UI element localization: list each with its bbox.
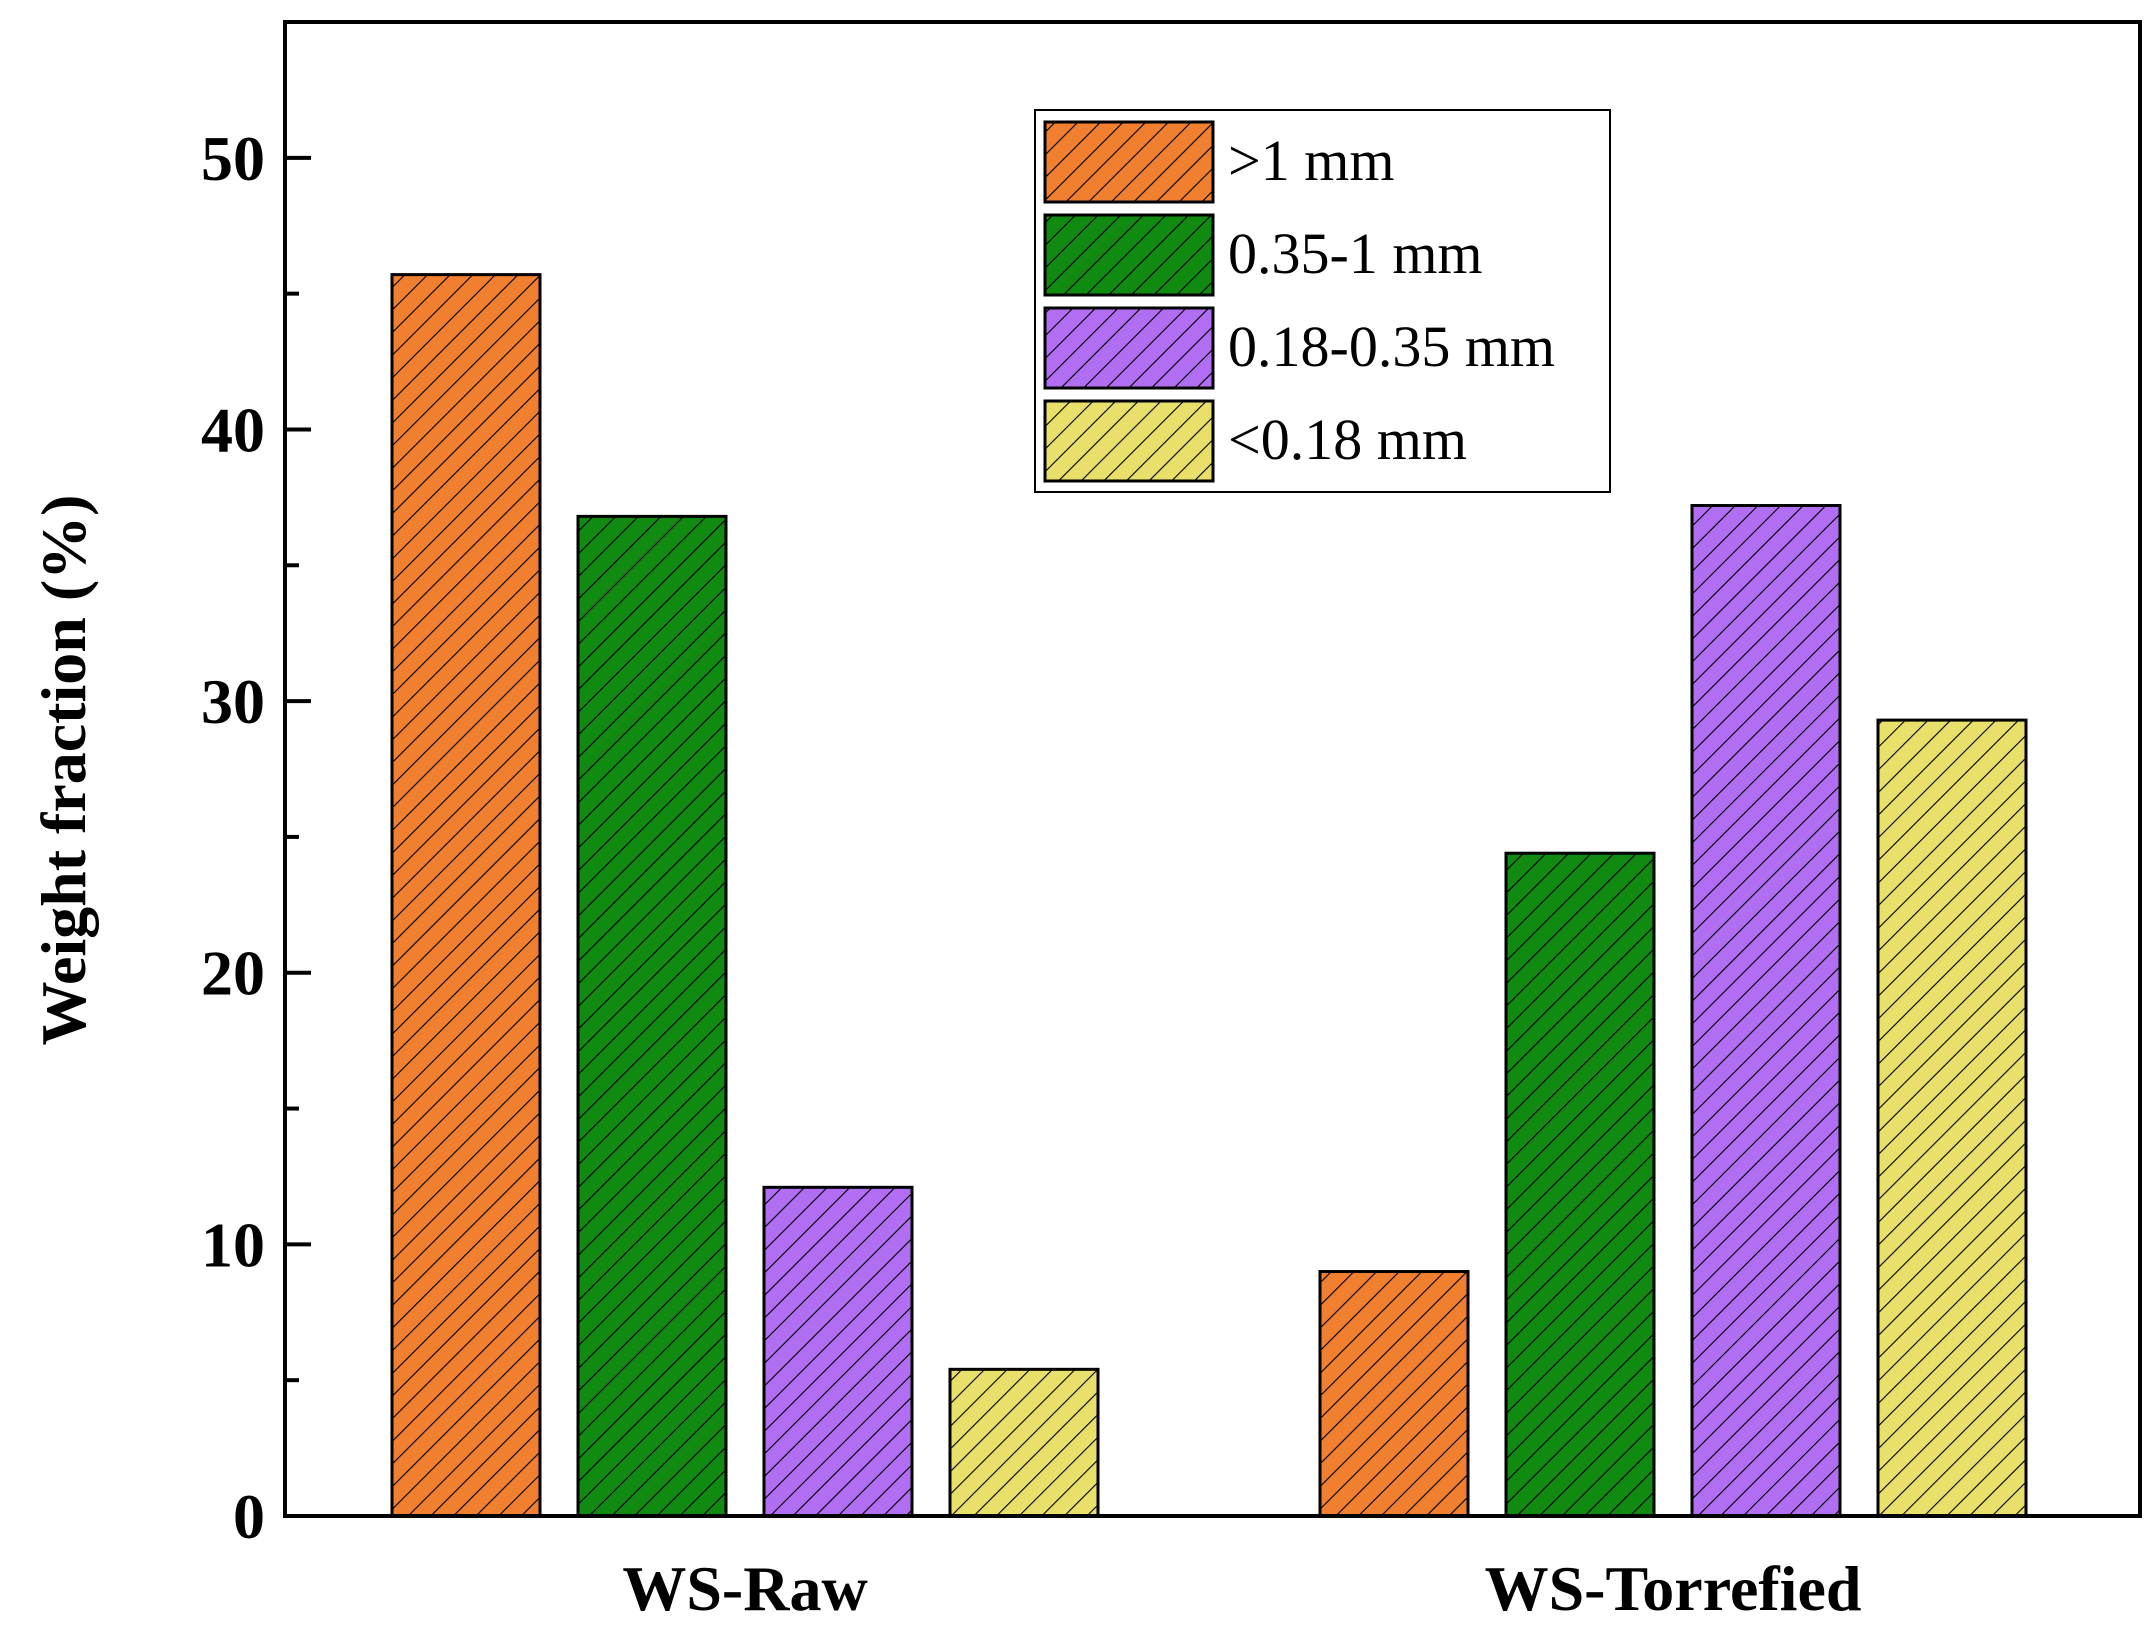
bar-ws-raw-series-1 [576, 514, 728, 1518]
y-tick-label: 20 [201, 938, 265, 1009]
legend-swatch [1043, 399, 1215, 483]
bar-ws-torrefied-series-1 [1504, 851, 1656, 1518]
bar-ws-raw-series-2 [762, 1185, 914, 1518]
axes-group: 0 10 20 30 40 50 WS-Raw WS-Torrefied [201, 20, 2142, 1624]
y-tick-label: 0 [233, 1481, 265, 1552]
x-category-label: WS-Raw [622, 1553, 867, 1624]
legend-label: 0.18-0.35 mm [1228, 314, 1555, 379]
legend-swatch [1043, 213, 1215, 297]
bar-ws-torrefied-series-0 [1318, 1270, 1470, 1518]
y-tick-label: 10 [201, 1209, 265, 1280]
y-axis-title: Weight fraction (%) [28, 495, 99, 1046]
bar-ws-torrefied-series-3 [1876, 718, 2028, 1518]
bar-ws-torrefied-series-2 [1690, 504, 1842, 1518]
legend-swatch [1043, 120, 1215, 204]
legend: >1 mm 0.35-1 mm 0.18-0.35 mm <0.18 mm [1034, 109, 1611, 493]
bar-ws-raw-series-0 [390, 273, 542, 1518]
y-tick-label: 40 [201, 394, 265, 465]
legend-swatch [1043, 306, 1215, 390]
plot-frame [283, 20, 2142, 1518]
legend-label: >1 mm [1228, 128, 1394, 193]
bar-ws-raw-series-3 [948, 1367, 1100, 1518]
legend-label: 0.35-1 mm [1228, 221, 1483, 286]
y-tick-label: 50 [201, 123, 265, 194]
bars-group [390, 273, 2028, 1518]
legend-label: <0.18 mm [1228, 407, 1467, 472]
y-tick-label: 30 [201, 666, 265, 737]
x-category-label: WS-Torrefied [1485, 1553, 1862, 1624]
